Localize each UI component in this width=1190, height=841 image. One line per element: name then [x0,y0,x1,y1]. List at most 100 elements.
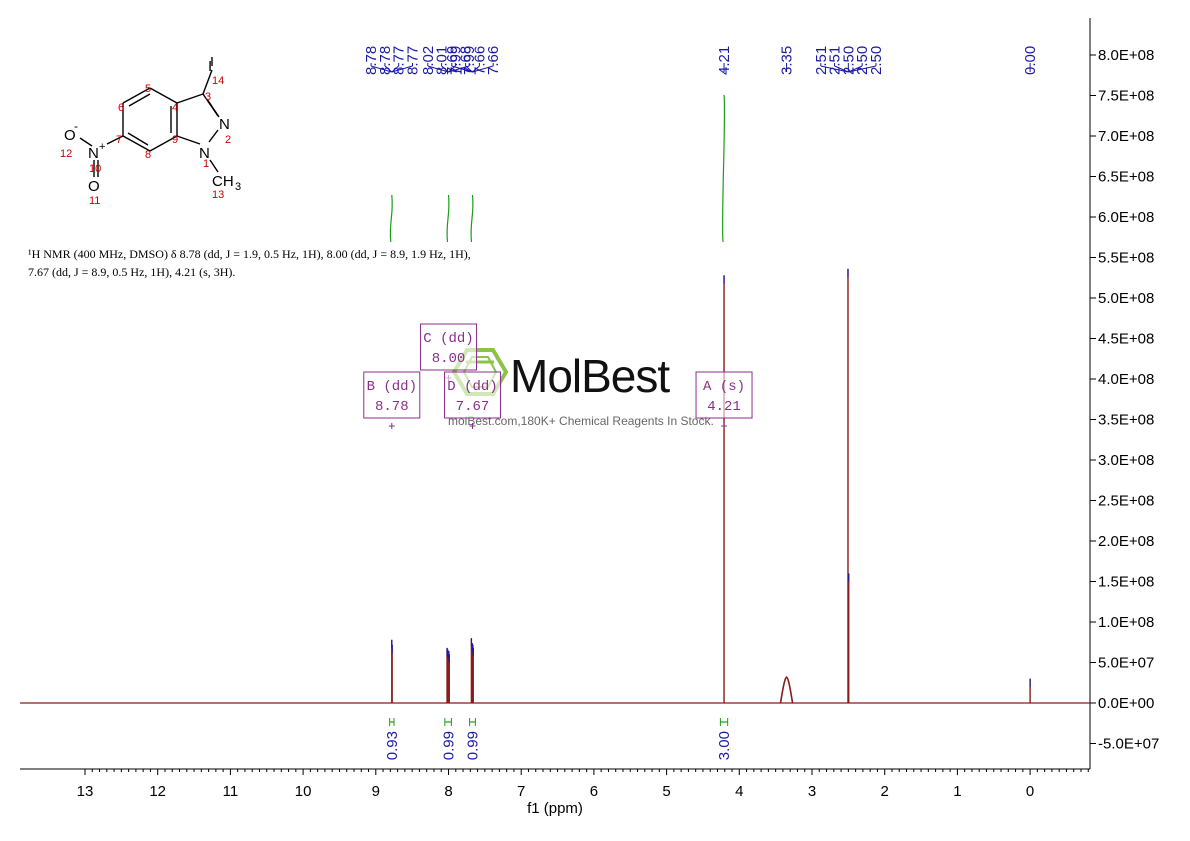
multiplet-label: A (s) [703,379,745,395]
atom-number-11: 11 [89,195,100,207]
peak-label: 7.66 [485,46,502,75]
atom-nitro-n: N [88,145,99,162]
atom-number-8: 8 [145,149,151,161]
multiplet-shift: 8.78 [375,399,409,415]
integral-curve [470,194,474,243]
atom-number-1: 1 [203,158,209,170]
atom-n2: N [219,116,230,133]
atom-number-13: 13 [212,189,224,201]
y-tick-label: 6.0E+08 [1098,209,1154,226]
x-tick-label: 12 [149,783,166,800]
multiplet-label: D (dd) [447,379,497,395]
atom-methyl: CH [212,173,234,190]
atom-number-9: 9 [172,134,178,146]
y-tick-label: 7.0E+08 [1098,128,1154,145]
peak-label: 8.77 [404,46,421,75]
peak-label-connector [441,65,449,73]
peak-label: 2.50 [868,46,885,75]
integral-curve [446,194,450,243]
x-tick-label: 2 [881,783,889,800]
peak-label-connector [448,65,470,73]
multiplet-shift: 8.00 [432,351,466,367]
watermark-tagline: molBest.com,180K+ Chemical Reagents In S… [448,414,714,428]
peak-label: 7.66 [471,46,488,75]
atom-number-10: 10 [89,163,101,175]
y-tick-label: 5.5E+08 [1098,250,1154,267]
peak-label-connector [370,65,392,73]
peak-label-connector [391,65,400,73]
multiplet-shift: 7.67 [456,399,490,415]
y-tick-label: 6.5E+08 [1098,169,1154,186]
x-tick-label: 4 [735,783,743,800]
multiplet-shift: 4.21 [707,399,741,415]
peak-label: 7.99 [461,46,478,75]
spectrum-peak [779,676,794,704]
atom-number-5: 5 [145,83,151,95]
peak-label-connector [465,65,473,73]
molecule-structure [79,57,220,177]
peak-label: 3.35 [779,46,796,75]
peak-label: 7.68 [458,46,475,75]
y-tick-label: 3.5E+08 [1098,412,1154,429]
peak-label: 2.50 [840,46,857,75]
peak-labels: 8.788.788.778.778.028.017.997.997.697.68… [363,46,1039,75]
integral-value: 0.99 [464,731,481,760]
x-tick-label: 5 [662,783,670,800]
atom-number-7: 7 [116,134,122,146]
x-tick-label: 11 [223,783,239,800]
multiplet-box [363,371,421,419]
x-axis-label: f1 (ppm) [527,800,583,817]
x-tick-label: 8 [444,783,452,800]
peak-label-connector [391,65,413,73]
y-tick-label: 4.5E+08 [1098,331,1154,348]
peak-label-connector [820,65,849,73]
peak-label-connector [472,65,494,73]
atom-o-double: O [88,178,100,195]
x-tick-label: 10 [295,783,312,800]
y-tick-label: 3.0E+08 [1098,452,1154,469]
atom-plus: + [99,141,105,153]
peak-label-connector [472,65,480,73]
nmr-description-line2: 7.67 (dd, J = 8.9, 0.5 Hz, 1H), 4.21 (s,… [28,265,235,279]
peak-label: 8.01 [434,46,451,75]
atom-methyl-sub: 3 [235,181,241,193]
y-tick-label: 5.0E+07 [1098,655,1154,672]
peak-label: 8.78 [377,46,394,75]
peak-label: 4.21 [716,46,733,75]
integrals: 0.93 0.99 0.99 3.00 [384,94,733,760]
peak-label-connector [834,65,849,73]
atom-number-3: 3 [205,91,211,103]
atom-iodine: I [208,58,212,75]
atom-number-12: 12 [60,148,72,160]
x-tick-label: 1 [953,783,961,800]
atom-n1: N [199,145,210,162]
peak-label: 2.51 [813,46,830,75]
multiplet-label: B (dd) [367,379,417,395]
integral-curve [389,194,393,243]
peak-label: 8.77 [391,46,408,75]
peak-label-connector [427,65,449,73]
y-tick-label: 0.0E+00 [1098,695,1154,712]
x-tick-label: 9 [372,783,380,800]
y-tick-label: 5.0E+08 [1098,290,1154,307]
integral-value: 3.00 [716,731,733,760]
integral-value: 0.93 [384,731,401,760]
integral-curve [721,94,726,243]
spectrum-layer [20,268,1090,704]
x-tick-label: 7 [517,783,525,800]
peak-label: 0.00 [1022,46,1039,75]
peak-label-connector [384,65,393,73]
y-ticks: 8.0E+08 7.5E+08 7.0E+08 6.5E+08 6.0E+08 5.5E+… [1090,47,1159,753]
y-tick-label: -5.0E+07 [1098,736,1159,753]
peak-label-connector [451,65,473,73]
multiplet-box [420,323,477,371]
atom-number-4: 4 [172,102,178,114]
atom-number-2: 2 [225,134,231,146]
multiplet-label: C (dd) [423,331,473,347]
y-tick-label: 8.0E+08 [1098,47,1154,64]
atom-number-6: 6 [118,102,124,114]
nmr-description-line1: ¹H NMR (400 MHz, DMSO) δ 8.78 (dd, J = 1… [28,247,471,261]
x-ticks: 13 12 11 10 9 8 7 6 5 4 3 2 1 0 [77,769,1089,800]
multiplet-box [443,371,501,419]
